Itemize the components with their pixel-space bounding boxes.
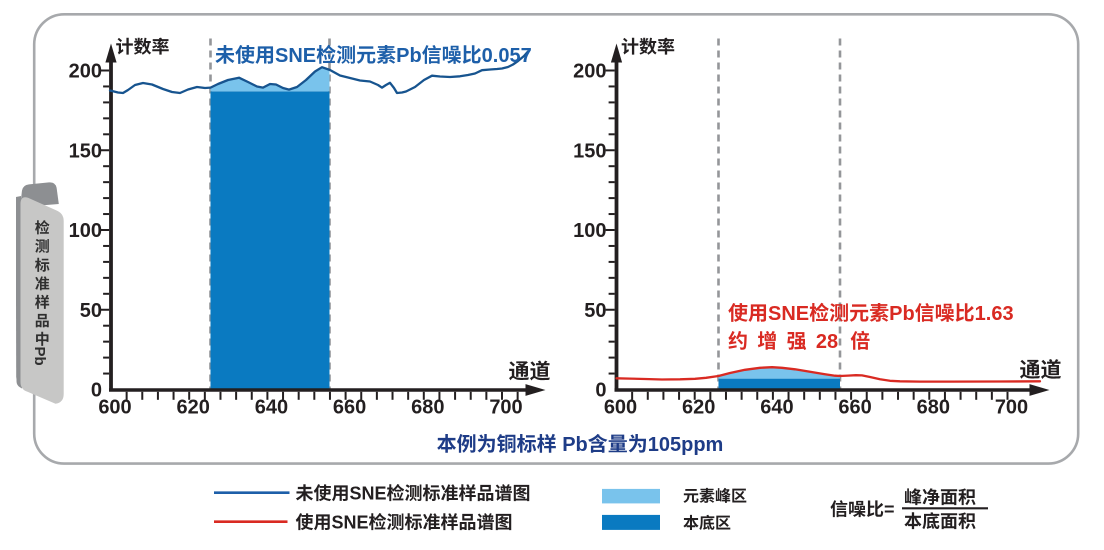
svg-text:本底面积: 本底面积 [904, 512, 976, 532]
svg-text:标: 标 [35, 257, 50, 274]
svg-text:100: 100 [69, 220, 102, 242]
svg-text:通道: 通道 [1020, 359, 1062, 382]
svg-text:本例为铜标样 Pb含量为105ppm: 本例为铜标样 Pb含量为105ppm [437, 433, 724, 456]
svg-text:680: 680 [411, 397, 444, 419]
svg-text:640: 640 [760, 397, 793, 419]
svg-text:中: 中 [35, 332, 50, 349]
svg-text:640: 640 [255, 397, 288, 419]
svg-text:使用SNE检测元素Pb信噪比1.63: 使用SNE检测元素Pb信噪比1.63 [728, 302, 1014, 325]
svg-text:计数率: 计数率 [116, 37, 170, 57]
svg-text:未使用SNE检测标准样品谱图: 未使用SNE检测标准样品谱图 [296, 484, 531, 504]
svg-text:准: 准 [35, 276, 50, 293]
svg-text:测: 测 [35, 239, 50, 256]
svg-text:100: 100 [573, 220, 606, 242]
svg-text:样: 样 [35, 295, 50, 312]
svg-text:600: 600 [604, 397, 637, 419]
svg-text:通道: 通道 [509, 361, 551, 384]
svg-text:600: 600 [98, 397, 131, 419]
svg-text:200: 200 [69, 61, 102, 83]
svg-text:峰净面积: 峰净面积 [904, 488, 976, 508]
svg-text:0: 0 [91, 380, 102, 402]
svg-text:元素峰区: 元素峰区 [683, 488, 747, 506]
svg-text:620: 620 [177, 397, 210, 419]
svg-text:使用SNE检测标准样品谱图: 使用SNE检测标准样品谱图 [296, 513, 513, 533]
svg-text:150: 150 [573, 140, 606, 162]
svg-text:50: 50 [584, 300, 606, 322]
svg-text:Pb: Pb [31, 347, 48, 366]
svg-text:未使用SNE检测元素Pb信噪比0.057: 未使用SNE检测元素Pb信噪比0.057 [215, 44, 532, 67]
svg-text:620: 620 [682, 397, 715, 419]
svg-text:本底区: 本底区 [683, 515, 731, 533]
svg-text:200: 200 [573, 61, 606, 83]
svg-text:700: 700 [489, 397, 522, 419]
svg-text:50: 50 [80, 300, 102, 322]
svg-text:计数率: 计数率 [621, 37, 675, 57]
svg-text:700: 700 [995, 397, 1028, 419]
svg-text:检: 检 [35, 220, 50, 237]
svg-text:信噪比=: 信噪比= [830, 500, 895, 520]
svg-text:660: 660 [838, 397, 871, 419]
svg-text:150: 150 [69, 140, 102, 162]
svg-text:680: 680 [917, 397, 950, 419]
svg-text:品: 品 [35, 313, 50, 330]
svg-text:0: 0 [595, 380, 606, 402]
svg-text:660: 660 [333, 397, 366, 419]
